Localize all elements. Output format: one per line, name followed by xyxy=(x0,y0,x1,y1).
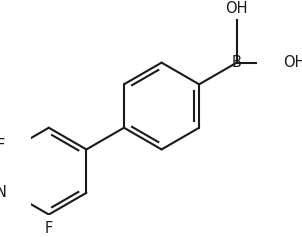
Text: F: F xyxy=(0,138,5,153)
Text: F: F xyxy=(45,221,53,236)
Text: OH: OH xyxy=(284,55,302,70)
Text: N: N xyxy=(0,185,7,200)
Text: B: B xyxy=(232,55,242,70)
Text: OH: OH xyxy=(226,1,248,16)
